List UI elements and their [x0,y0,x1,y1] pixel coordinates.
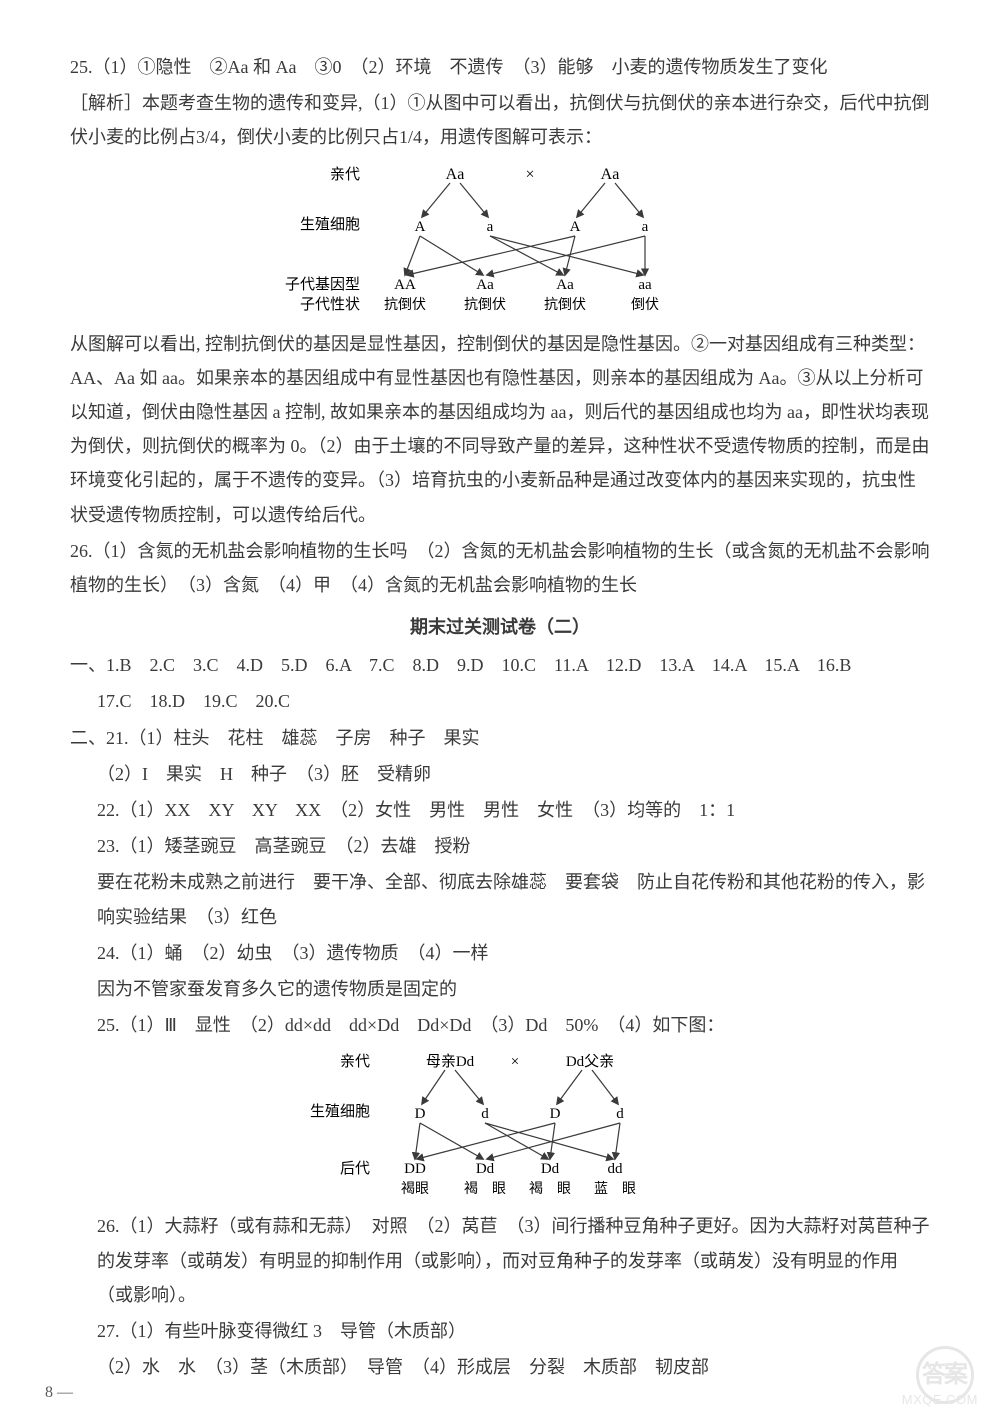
d2-g4: d [616,1106,624,1122]
d2-g2: d [481,1106,489,1122]
q24b: 因为不管家蚕发育多久它的遗传物质是固定的 [97,972,930,1006]
q23b: 要在花粉未成熟之前进行 要干净、全部、彻底去除雄蕊 要套袋 防止自花传粉和其他花… [97,865,930,933]
q25-answer: 25.（1）①隐性 ②Aa 和 Aa ③0 （2）环境 不遗传 （3）能够 小麦… [70,50,930,84]
q21b: （2）I 果实 H 种子 （3）胚 受精卵 [97,757,930,791]
q25-explain: 从图解可以看出, 控制抗倒伏的基因是显性基因，控制倒伏的基因是隐性基因。②一对基… [70,327,930,532]
d1-p2: Aa [601,166,620,183]
d2-ph2: 褐 眼 [464,1181,506,1197]
d1-g2: a [487,219,494,235]
d2-g3: D [550,1106,561,1122]
d2-g1: D [415,1106,426,1122]
d2-ph3: 褐 眼 [529,1181,571,1197]
q27a: 27.（1）有些叶脉变得微红 3 导管（木质部） [97,1314,930,1348]
mc-line1: 一、1.B 2.C 3.C 4.D 5.D 6.A 7.C 8.D 9.D 10… [70,648,930,682]
d2-o4: dd [608,1161,624,1177]
d1-pheno-label: 子代性状 [300,296,360,313]
q23a: 23.（1）矮茎豌豆 高茎豌豆 （2）去雄 授粉 [97,829,930,863]
d2-x: × [511,1054,519,1070]
d1-p1: Aa [446,166,465,183]
d2-o2: Dd [476,1161,495,1177]
d1-o2: Aa [476,277,494,293]
d2-gamete-label: 生殖细胞 [310,1103,370,1120]
d1-o4: aa [638,277,652,293]
q25-analysis: ［解析］本题考查生物的遗传和变异,（1）①从图中可以看出，抗倒伏与抗倒伏的亲本进… [70,86,930,154]
d2-parent-label: 亲代 [340,1053,370,1070]
watermark-url: MXQE.COM [902,1388,978,1413]
d1-ph2: 抗倒伏 [464,297,506,313]
page-number: 8 — [45,1378,73,1408]
d2-o1: DD [404,1161,426,1177]
d1-parent-label: 亲代 [330,166,360,183]
mc-line2: 17.C 18.D 19.C 20.C [97,684,930,718]
watermark: 答 案 MXQE.COM [858,1346,978,1412]
q27b: （2）水 水 （3）茎（木质部） 导管 （4）形成层 分裂 木质部 韧皮部 [97,1350,930,1384]
d2-o3: Dd [541,1161,560,1177]
test-title: 期末过关测试卷（二） [70,610,930,644]
q21a: 二、21.（1）柱头 花柱 雄蕊 子房 种子 果实 [70,721,930,755]
q24a: 24.（1）蛹 （2）幼虫 （3）遗传物质 （4）一样 [97,936,930,970]
d2-ph1: 褐眼 [401,1181,429,1197]
page-content: 25.（1）①隐性 ②Aa 和 Aa ③0 （2）环境 不遗传 （3）能够 小麦… [70,50,930,1384]
d1-g4: a [642,219,649,235]
d2-p2: Dd父亲 [566,1053,614,1070]
d2-ph4: 蓝 眼 [594,1181,636,1197]
d1-o3: Aa [556,277,574,293]
d1-off-label: 子代基因型 [285,276,360,293]
d1-x: × [525,166,534,183]
q22: 22.（1）XX XY XY XX （2）女性 男性 男性 女性 （3）均等的 … [97,793,930,827]
d1-ph3: 抗倒伏 [544,297,586,313]
q25-2: 25.（1）Ⅲ 显性 （2）dd×dd dd×Dd Dd×Dd （3）Dd 50… [97,1008,930,1042]
punnett-diagram-1: 亲代 生殖细胞 子代基因型 子代性状 Aa × Aa A a A a AA Aa… [70,161,930,321]
d2-p1: 母亲Dd [426,1053,475,1070]
d1-ph1: 抗倒伏 [384,297,426,313]
q26-top: 26.（1）含氮的无机盐会影响植物的生长吗 （2）含氮的无机盐会影响植物的生长（… [70,534,930,602]
q26-2: 26.（1）大蒜籽（或有蒜和无蒜） 对照 （2）莴苣 （3）间行播种豆角种子更好… [97,1209,930,1312]
d1-gamete-label: 生殖细胞 [300,216,360,233]
d1-o1: AA [394,277,416,293]
d1-g1: A [415,219,426,235]
d1-ph4: 倒伏 [631,297,659,313]
d2-off-label: 后代 [340,1160,370,1177]
d1-g3: A [570,219,581,235]
punnett-diagram-2: 亲代 生殖细胞 后代 母亲Dd × Dd父亲 D d D d DD Dd Dd … [70,1048,930,1203]
